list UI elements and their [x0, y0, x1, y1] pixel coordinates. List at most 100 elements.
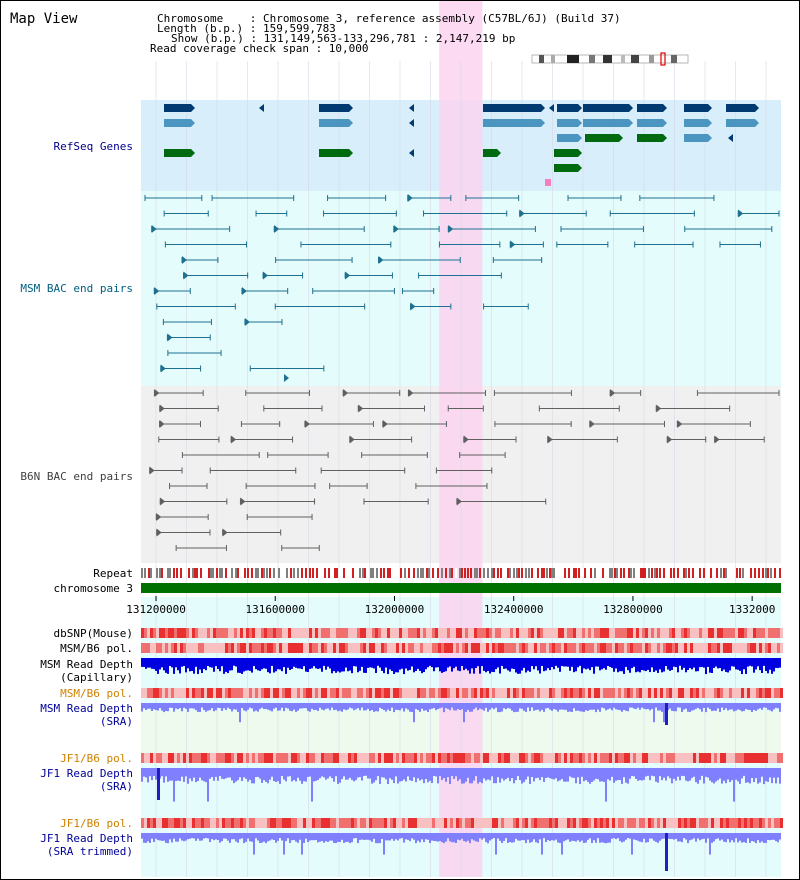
msm-b6-pol-strip — [735, 688, 738, 698]
msm-b6-pol-strip — [576, 688, 579, 698]
jf1-b6-pol-strip — [426, 753, 429, 763]
msm-depth-sra-bar — [185, 703, 187, 709]
msm-depth-capillary-bar — [615, 658, 617, 669]
dbsnp-strip — [630, 628, 633, 638]
jf1-b6-pol-strip — [738, 753, 741, 763]
dbsnp-strip — [189, 628, 192, 638]
msm-b6-pol-strip — [738, 688, 741, 698]
jf1-depth-sra-trimmed-bar — [379, 833, 381, 844]
dbsnp-strip — [252, 628, 255, 638]
jf1-depth-sra-trimmed-bar — [697, 833, 699, 839]
jf1-depth-sra-trimmed-bar — [729, 833, 731, 843]
jf1-b6-pol-strip — [522, 753, 525, 763]
msm-depth-capillary-bar — [547, 658, 549, 669]
repeat-segment — [180, 568, 182, 578]
jf1-depth-sra-trimmed-bar — [217, 833, 219, 841]
jf1-depth-sra-trimmed-bar — [453, 833, 455, 843]
msm-depth-capillary-bar — [157, 658, 159, 674]
jf1-depth-sra-bar — [329, 768, 331, 777]
jf1-b6-pol-strip — [480, 753, 483, 763]
msm-depth-capillary-bar — [363, 658, 365, 673]
repeat-segment — [640, 568, 642, 578]
msm-b6-pol-strip — [663, 688, 666, 698]
jf1-b6-pol-strip — [273, 818, 276, 828]
dbsnp-strip — [246, 628, 249, 638]
msm-depth-capillary-bar — [211, 658, 213, 668]
msm-depth-capillary-bar — [651, 658, 653, 668]
dbsnp-strip — [312, 628, 315, 638]
msm-depth-sra-bar — [153, 703, 155, 710]
jf1-depth-sra-bar — [643, 768, 645, 780]
msm-depth-capillary-bar — [727, 658, 729, 673]
msm-depth-sra-bar — [279, 703, 281, 711]
msm-depth-capillary-bar — [603, 658, 605, 669]
jf1-depth-sra-bar — [211, 768, 213, 778]
msm-b6-pol-strip — [411, 643, 414, 653]
dbsnp-strip — [144, 628, 147, 638]
jf1-depth-sra-trimmed-bar — [181, 833, 183, 841]
jf1-b6-pol-strip — [675, 818, 678, 828]
jf1-b6-pol-strip — [252, 818, 255, 828]
msm-bac-pair-arrow — [263, 271, 269, 280]
msm-depth-sra-bar — [151, 703, 153, 711]
dbsnp-strip — [411, 628, 414, 638]
dbsnp-strip — [666, 628, 669, 638]
msm-b6-pol-strip — [249, 643, 252, 653]
dbsnp-strip — [225, 628, 228, 638]
jf1-depth-sra-trimmed-bar — [525, 833, 527, 844]
msm-depth-sra-bar — [547, 703, 549, 708]
jf1-b6-pol-strip — [678, 818, 681, 828]
jf1-depth-sra-trimmed-bar — [473, 833, 475, 841]
repeat-segment — [541, 568, 543, 578]
dbsnp-strip — [717, 628, 720, 638]
jf1-b6-pol-strip — [579, 818, 582, 828]
jf1-depth-sra-trimmed-bar — [685, 833, 687, 840]
jf1-b6-pol-strip — [360, 753, 363, 763]
msm-b6-pol-strip — [318, 688, 321, 698]
gene-arrow — [663, 134, 667, 142]
jf1-depth-sra-bar — [505, 768, 507, 780]
jf1-depth-sra-trimmed-bar — [295, 833, 297, 842]
jf1-depth-sra-trimmed-bar — [597, 833, 599, 839]
jf1-depth-sra-bar — [659, 768, 661, 777]
msm-depth-capillary-bar — [305, 658, 307, 672]
dbsnp-strip — [420, 628, 423, 638]
jf1-b6-pol-strip — [267, 818, 270, 828]
jf1-b6-pol-strip — [312, 818, 315, 828]
msm-b6-pol-strip — [753, 688, 756, 698]
refseq-gene — [583, 119, 629, 127]
chromosome-info: Chromosome : Chromosome 3, reference ass… — [157, 12, 621, 25]
msm-depth-capillary-bar — [149, 658, 151, 668]
msm-b6-pol-strip — [168, 643, 171, 653]
msm-depth-sra-bar — [361, 703, 363, 708]
msm-depth-sra-bar — [207, 703, 209, 711]
jf1-depth-sra-bar — [229, 768, 231, 778]
msm-depth-capillary-bar — [403, 658, 405, 675]
dbsnp-strip — [234, 628, 237, 638]
chromosome-ideogram-icon[interactable] — [531, 52, 691, 66]
msm-depth-capillary-bar — [393, 658, 395, 674]
jf1-b6-pol-strip — [141, 818, 144, 828]
msm-b6-pol-strip — [186, 643, 189, 653]
msm-depth-capillary-bar — [287, 658, 289, 668]
msm-b6-pol-strip — [366, 643, 369, 653]
msm-depth-sra-bar — [253, 703, 255, 712]
jf1-depth-sra-bar — [661, 768, 663, 781]
jf1-b6-pol-strip — [750, 818, 753, 828]
jf1-depth-sra-bar — [723, 768, 725, 781]
jf1-depth-sra-trimmed-bar — [209, 833, 211, 843]
msm-depth-capillary-bar — [669, 658, 671, 671]
jf1-depth-sra-bar — [145, 768, 147, 778]
jf1-depth-sra-trimmed-bar — [681, 833, 683, 843]
repeat-segment — [297, 568, 299, 578]
jf1-depth-sra-trimmed-bar — [409, 833, 411, 842]
msm-b6-pol-strip — [261, 643, 264, 653]
jf1-depth-sra-trimmed-bar — [359, 833, 361, 840]
jf1-b6-pol-strip — [642, 818, 645, 828]
jf1-depth-sra-bar — [203, 768, 205, 782]
jf1-b6-pol-strip — [465, 818, 468, 828]
msm-b6-pol-strip — [753, 643, 756, 653]
msm-b6-pol-strip — [606, 688, 609, 698]
msm-b6-pol-strip — [588, 688, 591, 698]
